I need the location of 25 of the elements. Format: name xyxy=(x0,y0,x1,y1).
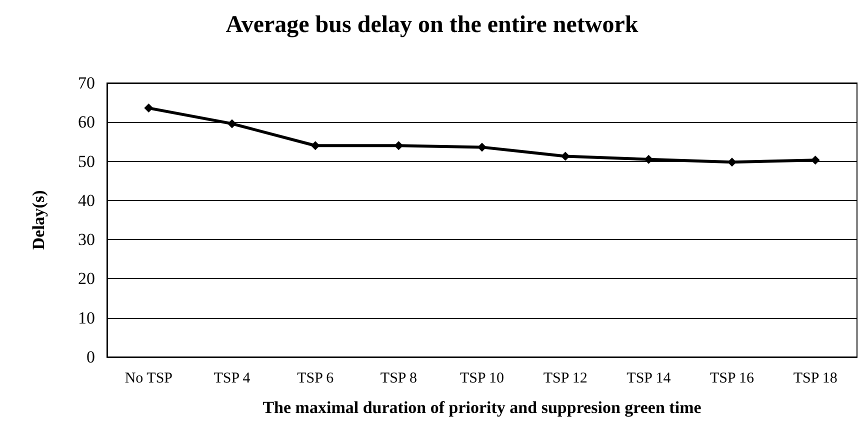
y-tick-label: 60 xyxy=(78,112,95,132)
x-tick-label: TSP 4 xyxy=(214,370,251,386)
x-tick-label: TSP 10 xyxy=(460,370,504,386)
y-tick-label: 40 xyxy=(78,190,95,210)
point xyxy=(310,141,320,150)
x-tick-label: TSP 14 xyxy=(626,370,672,386)
chart-title: Average bus delay on the entire network xyxy=(226,12,639,38)
x-tick-label: TSP 18 xyxy=(793,370,838,386)
x-axis-title: The maximal duration of priority and suppresion green time xyxy=(262,398,702,417)
x-tick-label: TSP 6 xyxy=(297,370,334,386)
x-tick-label: TSP 8 xyxy=(380,370,417,386)
point xyxy=(478,142,486,152)
x-tick-label: No TSP xyxy=(124,370,173,386)
point xyxy=(144,104,154,113)
y-tick-label: 30 xyxy=(78,230,95,250)
y-tick-label: 20 xyxy=(78,269,95,288)
x-tick-label: TSP 12 xyxy=(543,370,588,386)
point xyxy=(228,119,236,128)
y-axis-title: Delay(s) xyxy=(29,190,48,250)
y-tick-label: 70 xyxy=(78,74,95,92)
y-tick-label: 0 xyxy=(86,348,95,366)
x-tick-label: TSP 16 xyxy=(710,370,755,386)
point xyxy=(728,158,736,167)
y-tick-label: 50 xyxy=(78,152,95,171)
y-tick-label: 10 xyxy=(78,308,95,328)
